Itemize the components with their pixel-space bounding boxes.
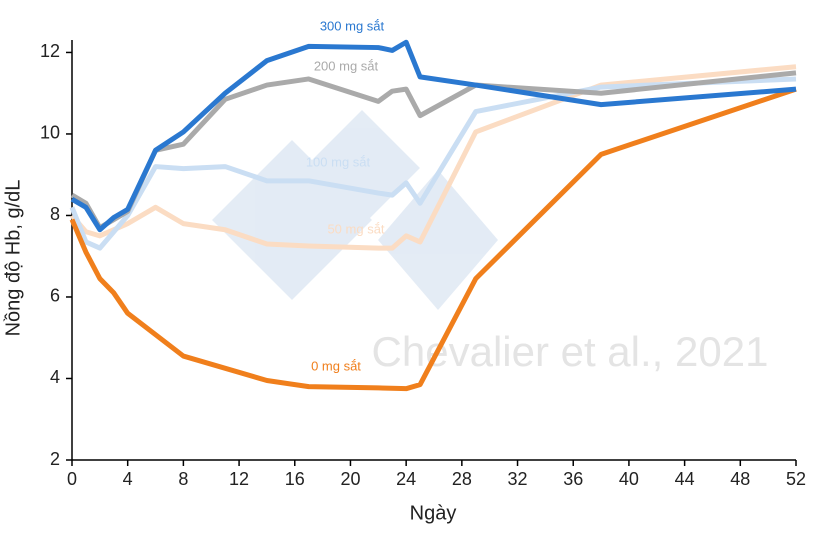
x-tick-label: 12 xyxy=(229,469,249,489)
y-tick-label: 6 xyxy=(50,286,60,306)
x-tick-label: 52 xyxy=(786,469,806,489)
y-tick-label: 2 xyxy=(50,449,60,469)
x-tick-label: 0 xyxy=(67,469,77,489)
x-tick-label: 40 xyxy=(619,469,639,489)
x-tick-label: 28 xyxy=(452,469,472,489)
x-axis-label: Ngày xyxy=(410,502,457,524)
x-tick-label: 44 xyxy=(675,469,695,489)
x-tick-label: 4 xyxy=(123,469,133,489)
series-label: 200 mg sắt xyxy=(314,58,379,73)
x-tick-label: 8 xyxy=(178,469,188,489)
series-label: 300 mg sắt xyxy=(320,18,385,33)
y-tick-label: 4 xyxy=(50,367,60,387)
x-tick-label: 20 xyxy=(340,469,360,489)
y-tick-label: 10 xyxy=(40,123,60,143)
x-tick-label: 48 xyxy=(730,469,750,489)
series-line xyxy=(70,39,797,233)
series-label: 100 mg sắt xyxy=(306,154,371,169)
y-tick-label: 8 xyxy=(50,204,60,224)
x-tick-label: 36 xyxy=(563,469,583,489)
series-line xyxy=(69,86,797,392)
x-tick-label: 24 xyxy=(396,469,416,489)
series-label: 0 mg sắt xyxy=(311,358,361,373)
series-label: 50 mg sắt xyxy=(327,221,384,236)
watermark-logo xyxy=(212,110,498,310)
y-axis-label: Nồng độ Hb, g/dL xyxy=(2,180,24,337)
x-tick-label: 32 xyxy=(508,469,528,489)
series-line xyxy=(69,76,797,251)
y-tick-label: 12 xyxy=(40,41,60,61)
x-tick-label: 16 xyxy=(285,469,305,489)
